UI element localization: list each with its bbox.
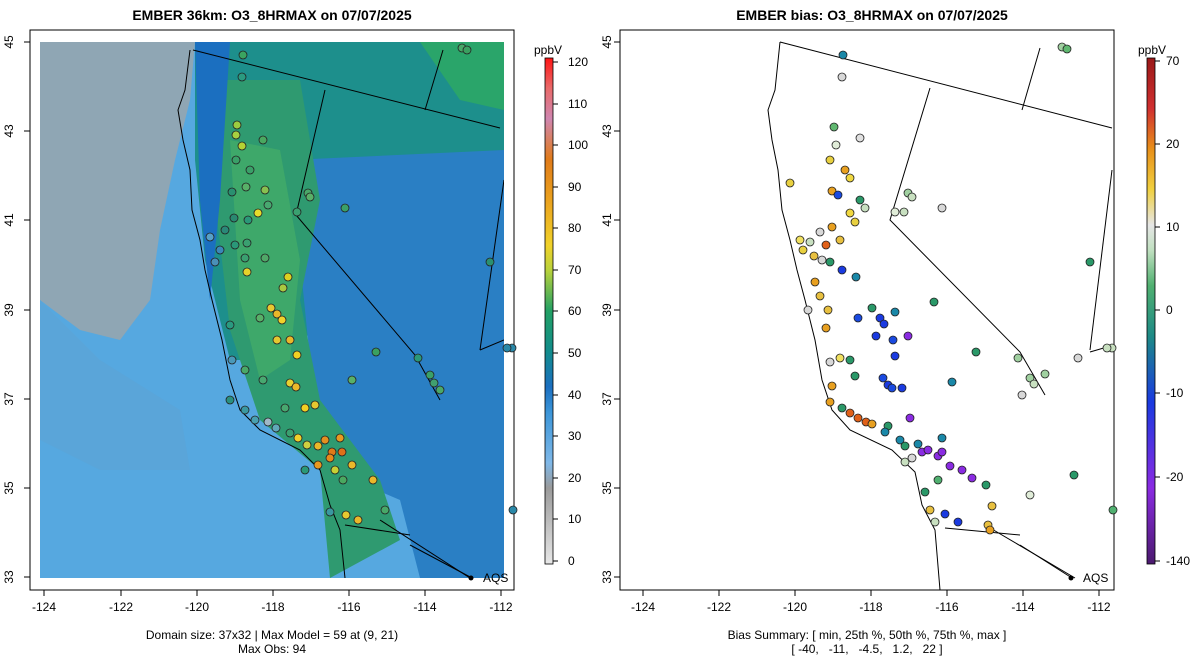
right-xtick: -122 (707, 600, 731, 614)
right-xtick: -118 (859, 600, 882, 614)
right-cbtick: 10 (1166, 220, 1180, 234)
right-cbtick: -10 (1166, 386, 1184, 400)
left-cbtick: 10 (568, 512, 582, 526)
left-xtick: -120 (185, 600, 209, 614)
right-xtick: -124 (631, 600, 655, 614)
right-panel-title: EMBER bias: O3_8HRMAX on 07/07/2025 (736, 7, 1008, 23)
left-y-axis: 45 43 41 39 37 35 33 (2, 35, 30, 584)
left-xtick: -122 (109, 600, 133, 614)
right-x-axis: -124 -122 -120 -118 -116 -114 -112 (631, 590, 1111, 614)
left-cbtick: 100 (568, 138, 588, 152)
model-field (40, 42, 504, 578)
left-cbtick: 120 (568, 55, 588, 69)
right-cbtick: 0 (1166, 303, 1173, 317)
left-cbtick: 80 (568, 221, 582, 235)
left-ytick: 37 (2, 392, 16, 406)
left-xtick: -112 (489, 600, 512, 614)
left-legend: AQS (409, 544, 508, 585)
left-cbtick: 40 (568, 388, 582, 402)
right-ytick: 37 (600, 392, 614, 406)
right-ytick: 45 (600, 35, 614, 49)
left-cbtick: 50 (568, 346, 582, 360)
left-cbtick: 90 (568, 180, 582, 194)
left-colorbar: ppbV 120 110 100 90 80 70 60 50 40 30 20… (534, 43, 588, 568)
left-cbtick: 30 (568, 429, 582, 443)
right-xtick: -120 (783, 600, 807, 614)
left-footer: Domain size: 37x32 | Max Model = 59 at (… (30, 628, 514, 656)
right-footer: Bias Summary: [ min, 25th %, 50th %, 75t… (620, 628, 1114, 656)
right-ytick: 35 (600, 481, 614, 495)
aqs-marker-icon (1068, 575, 1074, 581)
right-xtick: -114 (1011, 600, 1034, 614)
right-plot-frame (619, 29, 1115, 591)
left-obs-sites (205, 43, 518, 525)
left-ytick: 39 (2, 303, 16, 317)
right-xtick: -112 (1087, 600, 1110, 614)
left-xtick: -116 (337, 600, 360, 614)
right-legend: AQS (1019, 544, 1108, 585)
left-ytick: 33 (2, 570, 16, 584)
right-cbtick: -20 (1166, 470, 1184, 484)
left-cbtick: 0 (568, 554, 575, 568)
left-ytick: 41 (2, 213, 16, 227)
right-footer-line1: Bias Summary: [ min, 25th %, 50th %, 75t… (727, 628, 1007, 642)
right-colorbar: ppbV 70 20 10 0 -10 -20 -140 (1138, 43, 1190, 568)
right-cbtick: 70 (1166, 54, 1180, 68)
right-xtick: -116 (935, 600, 958, 614)
left-cbtick: 110 (568, 97, 587, 111)
left-xtick: -118 (261, 600, 284, 614)
right-footer-line2: [ -40, -11, -4.5, 1.2, 22 ] (791, 642, 943, 656)
left-cbtick: 20 (568, 471, 582, 485)
right-ytick: 33 (600, 570, 614, 584)
left-ytick: 45 (2, 35, 16, 49)
right-map: AQS -124 -122 -120 -118 -116 -114 -112 4… (600, 29, 1190, 614)
left-footer-line2: Max Obs: 94 (237, 642, 307, 656)
left-map: AQS -124 -122 -120 -118 -116 -114 -112 4… (2, 29, 588, 614)
left-cbtick: 70 (568, 263, 582, 277)
right-cbtick: 20 (1166, 137, 1180, 151)
right-cbtick: -140 (1166, 554, 1190, 568)
left-footer-line1: Domain size: 37x32 | Max Model = 59 at (… (145, 628, 399, 642)
right-ytick: 43 (600, 124, 614, 138)
left-cbtick: 60 (568, 304, 582, 318)
right-legend-label: AQS (1083, 571, 1108, 585)
right-y-axis: 45 43 41 39 37 35 33 (600, 35, 620, 584)
left-legend-label: AQS (483, 571, 508, 585)
right-obs-sites (785, 42, 1118, 535)
right-ytick: 41 (600, 213, 614, 227)
left-ytick: 43 (2, 124, 16, 138)
left-x-axis: -124 -122 -120 -118 -116 -114 -112 (32, 590, 513, 614)
left-ytick: 35 (2, 481, 16, 495)
left-panel-title: EMBER 36km: O3_8HRMAX on 07/07/2025 (132, 7, 412, 23)
left-colorbar-unit: ppbV (534, 43, 562, 57)
right-colorbar-unit: ppbV (1138, 43, 1166, 57)
right-ytick: 39 (600, 303, 614, 317)
left-xtick: -124 (32, 600, 56, 614)
aqs-marker-icon (468, 575, 474, 581)
left-xtick: -114 (413, 600, 436, 614)
